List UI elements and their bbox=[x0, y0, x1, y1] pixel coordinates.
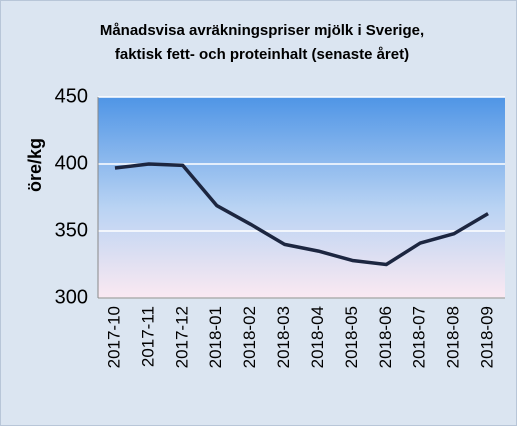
x-tick-label: 2018-04 bbox=[308, 306, 327, 368]
y-tick-label: 350 bbox=[55, 219, 88, 241]
plot-area bbox=[98, 97, 505, 298]
x-tick-label: 2017-12 bbox=[172, 306, 191, 368]
y-tick-label: 400 bbox=[55, 152, 88, 174]
x-tick-label: 2017-10 bbox=[104, 306, 123, 368]
x-tick-label: 2018-06 bbox=[376, 306, 395, 368]
y-tick-label: 450 bbox=[55, 85, 88, 107]
line-series bbox=[114, 162, 489, 267]
chart-title: Månadsvisa avräkningspriser mjölk i Sver… bbox=[100, 22, 424, 39]
x-tick-label: 2018-08 bbox=[444, 306, 463, 368]
x-tick-label: 2018-09 bbox=[478, 306, 497, 368]
x-tick-label: 2018-01 bbox=[206, 306, 225, 368]
x-tick-label: 2018-07 bbox=[410, 306, 429, 368]
x-tick-label: 2018-05 bbox=[342, 306, 361, 368]
y-axis-label: öre/kg bbox=[25, 138, 45, 192]
x-tick-label: 2017-11 bbox=[138, 306, 157, 367]
chart-title: faktisk fett- och proteinhalt (senaste å… bbox=[115, 46, 409, 63]
x-tick-label: 2018-03 bbox=[274, 306, 293, 368]
x-tick-label: 2018-02 bbox=[240, 306, 259, 368]
y-tick-label: 300 bbox=[55, 286, 88, 308]
